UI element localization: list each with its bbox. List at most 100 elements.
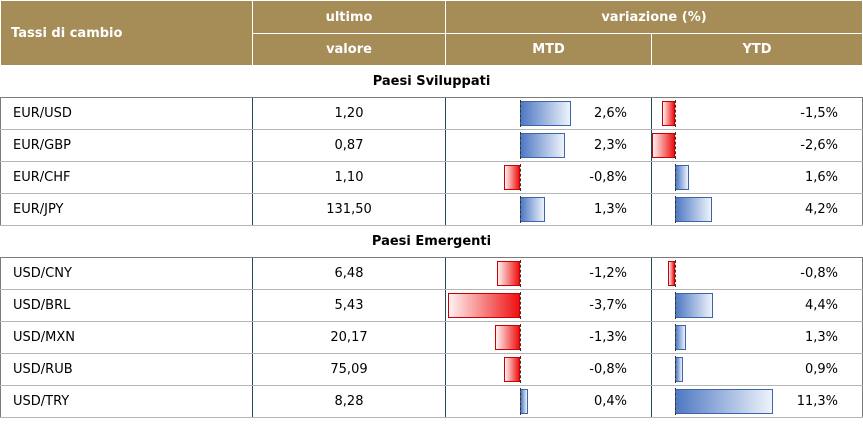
- mtd-cell-axis: [520, 324, 521, 351]
- last-value: 6,48: [252, 257, 446, 290]
- fx-rates-table: Tassi di cambio ultimo variazione (%) va…: [0, 0, 863, 418]
- pair-label: USD/RUB: [0, 353, 253, 386]
- ytd-cell-value: 0,9%: [804, 362, 839, 377]
- mtd-cell-axis: [520, 292, 521, 319]
- header-pair: Tassi di cambio: [0, 0, 253, 66]
- mtd-cell-value: 1,3%: [593, 202, 627, 217]
- ytd-cell-axis: [675, 324, 676, 351]
- ytd-cell: -1,5%: [651, 97, 863, 130]
- pair-label: USD/CNY: [0, 257, 253, 290]
- ytd-cell-value: 4,2%: [804, 202, 839, 217]
- ytd-cell-value: -0,8%: [800, 266, 839, 281]
- ytd-cell-value: 4,4%: [804, 298, 839, 313]
- pair-label: USD/BRL: [0, 289, 253, 322]
- header-mtd: MTD: [445, 33, 652, 66]
- table-row: EUR/CHF 1,10 -0,8% 1,6%: [0, 161, 863, 194]
- pair-label: EUR/USD: [0, 97, 253, 130]
- table-row: EUR/GBP 0,87 2,3% -2,6%: [0, 129, 863, 162]
- table-row: USD/BRL 5,43 -3,7% 4,4%: [0, 289, 863, 322]
- ytd-cell: -2,6%: [651, 129, 863, 162]
- mtd-cell: -1,3%: [445, 321, 652, 354]
- ytd-cell: -0,8%: [651, 257, 863, 290]
- mtd-cell-axis: [520, 132, 521, 159]
- table-row: USD/TRY 8,28 0,4% 11,3%: [0, 385, 863, 418]
- mtd-cell-value: -3,7%: [589, 298, 627, 313]
- last-value: 8,28: [252, 385, 446, 418]
- mtd-cell: -0,8%: [445, 353, 652, 386]
- header-variation: variazione (%): [444, 0, 863, 34]
- ytd-cell: 0,9%: [651, 353, 863, 386]
- mtd-cell: 1,3%: [445, 193, 652, 226]
- mtd-cell-bar: [447, 293, 520, 318]
- mtd-cell: -3,7%: [445, 289, 652, 322]
- ytd-cell: 4,4%: [651, 289, 863, 322]
- header-last-top: ultimo: [252, 0, 446, 34]
- pair-label: USD/MXN: [0, 321, 253, 354]
- pair-label: EUR/GBP: [0, 129, 253, 162]
- mtd-cell-bar: [520, 133, 565, 158]
- mtd-cell-axis: [520, 196, 521, 223]
- mtd-cell: -1,2%: [445, 257, 652, 290]
- pair-label: EUR/CHF: [0, 161, 253, 194]
- table-row: USD/RUB 75,09 -0,8% 0,9%: [0, 353, 863, 386]
- mtd-cell-bar: [496, 261, 520, 286]
- table-row: EUR/USD 1,20 2,6% -1,5%: [0, 97, 863, 130]
- section-title: Paesi Emergenti: [0, 225, 863, 258]
- last-value: 1,20: [252, 97, 446, 130]
- header-last-bottom: valore: [252, 33, 446, 66]
- ytd-cell-value: -2,6%: [800, 138, 839, 153]
- section-title: Paesi Sviluppati: [0, 65, 863, 98]
- mtd-cell-axis: [520, 164, 521, 191]
- mtd-cell-bar: [504, 165, 520, 190]
- ytd-cell-value: 1,6%: [804, 170, 839, 185]
- mtd-cell-value: 2,3%: [593, 138, 627, 153]
- ytd-cell-axis: [675, 196, 676, 223]
- mtd-cell: 0,4%: [445, 385, 652, 418]
- ytd-cell-axis: [675, 164, 676, 191]
- mtd-cell-axis: [520, 260, 521, 287]
- ytd-cell: 1,3%: [651, 321, 863, 354]
- ytd-cell-value: 11,3%: [796, 394, 839, 409]
- ytd-cell-axis: [675, 388, 676, 415]
- mtd-cell-value: -1,3%: [589, 330, 627, 345]
- mtd-cell: -0,8%: [445, 161, 652, 194]
- ytd-cell-bar: [661, 101, 675, 126]
- ytd-cell-bar: [668, 261, 675, 286]
- mtd-cell-value: -0,8%: [589, 362, 627, 377]
- mtd-cell-bar: [520, 197, 546, 222]
- ytd-cell: 11,3%: [651, 385, 863, 418]
- mtd-cell-bar: [494, 325, 520, 350]
- mtd-cell-axis: [520, 100, 521, 127]
- mtd-cell-value: -1,2%: [589, 266, 627, 281]
- ytd-cell-bar: [675, 325, 687, 350]
- last-value: 131,50: [252, 193, 446, 226]
- ytd-cell-bar: [652, 133, 675, 158]
- mtd-cell-value: -0,8%: [589, 170, 627, 185]
- header-ytd: YTD: [650, 33, 863, 66]
- ytd-cell-value: 1,3%: [804, 330, 839, 345]
- mtd-cell: 2,6%: [445, 97, 652, 130]
- ytd-cell-axis: [675, 260, 676, 287]
- mtd-cell-bar: [520, 101, 571, 126]
- table-row: EUR/JPY 131,50 1,3% 4,2%: [0, 193, 863, 226]
- last-value: 0,87: [252, 129, 446, 162]
- last-value: 1,10: [252, 161, 446, 194]
- mtd-cell: 2,3%: [445, 129, 652, 162]
- mtd-cell-axis: [520, 388, 521, 415]
- table-row: USD/CNY 6,48 -1,2% -0,8%: [0, 257, 863, 290]
- ytd-cell: 1,6%: [651, 161, 863, 194]
- ytd-cell-value: -1,5%: [800, 106, 839, 121]
- ytd-cell-axis: [675, 132, 676, 159]
- last-value: 75,09: [252, 353, 446, 386]
- ytd-cell-bar: [675, 197, 712, 222]
- mtd-cell-bar: [520, 389, 528, 414]
- mtd-cell-bar: [504, 357, 520, 382]
- mtd-cell-value: 0,4%: [593, 394, 627, 409]
- ytd-cell-bar: [675, 293, 714, 318]
- table-row: USD/MXN 20,17 -1,3% 1,3%: [0, 321, 863, 354]
- section-row: Paesi Emergenti: [0, 225, 863, 258]
- ytd-cell-axis: [675, 356, 676, 383]
- mtd-cell-axis: [520, 356, 521, 383]
- pair-label: EUR/JPY: [0, 193, 253, 226]
- mtd-cell-value: 2,6%: [593, 106, 627, 121]
